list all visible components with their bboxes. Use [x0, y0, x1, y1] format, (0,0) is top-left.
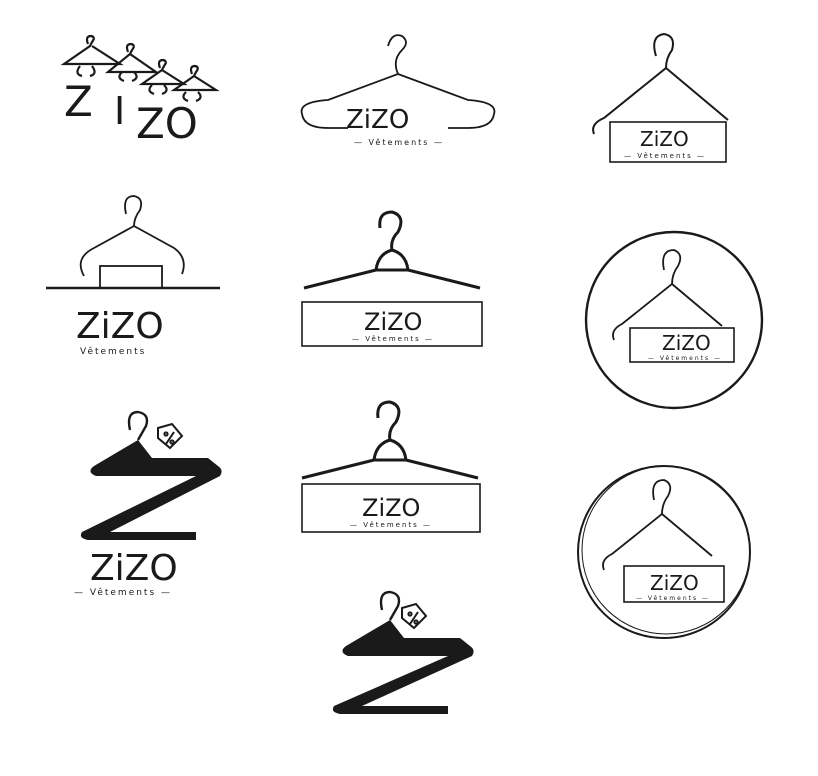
- hanger-icon: [602, 479, 713, 571]
- brand-name: ZiZO: [650, 571, 699, 595]
- tagline: — Vêtements —: [648, 355, 722, 362]
- hanger-body: [332, 620, 474, 714]
- tagline: — Vêtements —: [354, 137, 444, 147]
- hanger-icon: [170, 64, 220, 103]
- hanger-icon: [127, 410, 149, 441]
- emblem-circle: [577, 465, 751, 639]
- brand-name: ZiZO: [346, 105, 409, 135]
- emblem-circle: [584, 230, 764, 410]
- label-box: [301, 301, 483, 347]
- price-tag-icon: [401, 602, 428, 630]
- logo-6: [584, 230, 764, 410]
- emblem-circle-inner: [581, 465, 751, 635]
- hanger-icon: [592, 32, 729, 135]
- brand-name: ZiZO: [364, 308, 422, 336]
- logo-7: [80, 410, 222, 540]
- hanger-icon: [300, 34, 496, 129]
- hanger-icon: [79, 195, 185, 277]
- brand-name: ZiZO: [662, 331, 711, 355]
- tagline: — Vêtements —: [74, 587, 172, 598]
- hanger-icon: [104, 42, 160, 83]
- price-tag-icon: [157, 422, 184, 450]
- label-box: [629, 327, 735, 363]
- brand-name: ZiZO: [90, 548, 178, 589]
- hanger-icon: [379, 590, 401, 621]
- hanger-icon: [301, 400, 479, 480]
- logo-4: [46, 195, 220, 290]
- logo-5: [301, 210, 483, 347]
- brand-name: ZiZO: [362, 494, 420, 522]
- hanger-icon: [60, 34, 124, 78]
- hanger-icon: [612, 249, 723, 341]
- tagline: Vêtements: [80, 346, 146, 357]
- brand-name: ZiZO: [76, 306, 164, 347]
- label-box: [623, 565, 725, 603]
- label-box: [99, 265, 163, 289]
- brand-letter-z: Z: [64, 77, 93, 126]
- logo-1: [60, 34, 220, 103]
- label-box: [609, 121, 727, 163]
- brand-letter-i: I: [114, 89, 125, 133]
- tagline: — Vêtements —: [636, 595, 710, 602]
- logo-8: [301, 400, 481, 533]
- tagline: — Vêtements —: [624, 152, 706, 160]
- hanger-icon: [303, 210, 481, 290]
- logo-10: [332, 590, 474, 714]
- tagline: — Vêtements —: [352, 335, 434, 343]
- brand-name: ZiZO: [640, 127, 689, 151]
- logo-9: [577, 465, 751, 639]
- hanger-icon: [138, 58, 188, 96]
- label-box: [301, 483, 481, 533]
- tagline: — Vêtements —: [350, 521, 432, 529]
- logo-2: [300, 34, 496, 129]
- hanger-body: [80, 440, 222, 540]
- brand-letters-zo: ZO: [136, 99, 198, 148]
- logo-3: [592, 32, 729, 163]
